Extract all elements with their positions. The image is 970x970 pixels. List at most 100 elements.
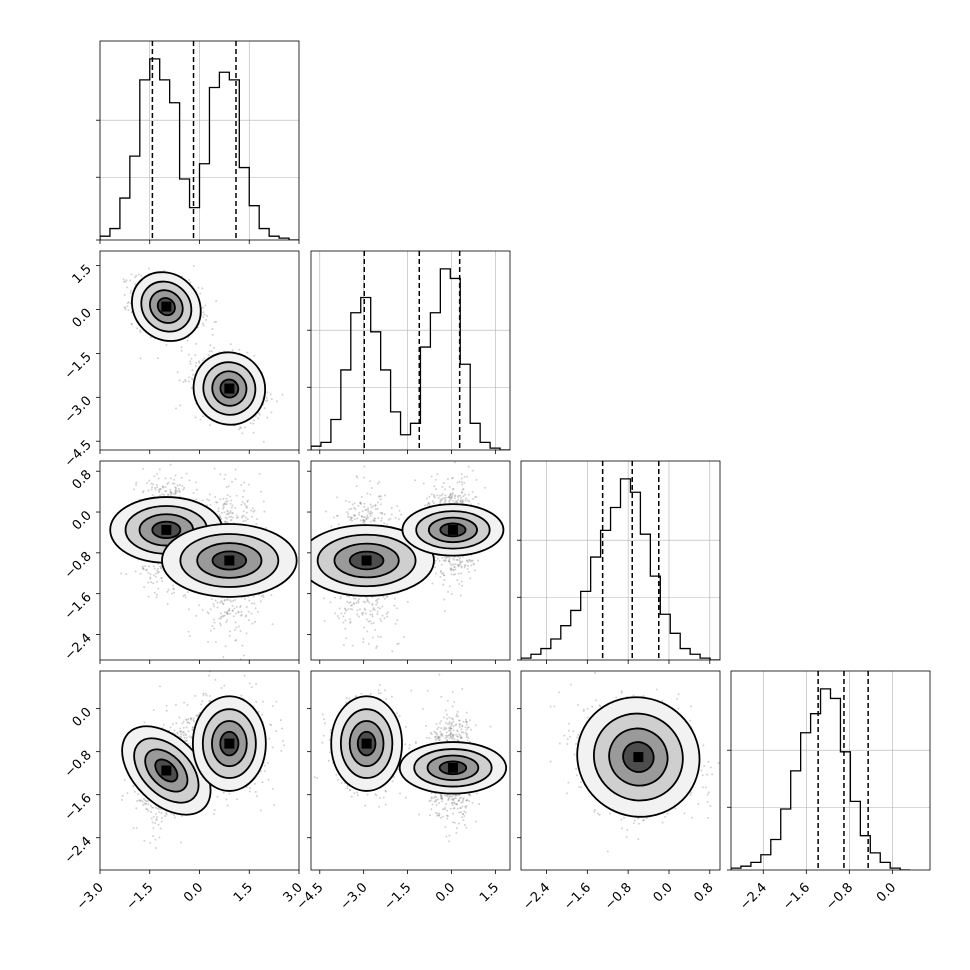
scatter-point — [450, 497, 453, 500]
scatter-point — [348, 508, 351, 511]
scatter-point — [195, 488, 198, 491]
scatter-point — [239, 630, 242, 633]
scatter-point — [211, 625, 214, 628]
scatter-point — [369, 620, 372, 623]
scatter-point — [169, 490, 172, 493]
scatter-point — [342, 621, 345, 624]
scatter-point — [243, 481, 246, 484]
scatter-point — [357, 504, 360, 507]
scatter-point — [161, 493, 164, 496]
scatter-point — [139, 331, 142, 334]
scatter-point — [226, 494, 229, 497]
scatter-point — [244, 504, 247, 507]
scatter-point — [219, 601, 222, 604]
scatter-point — [380, 503, 383, 506]
scatter-point — [365, 618, 368, 621]
scatter-point — [381, 614, 384, 617]
scatter-point — [386, 523, 389, 526]
scatter-point — [467, 493, 470, 496]
scatter-point — [123, 293, 126, 296]
scatter-point — [220, 517, 223, 520]
scatter-point — [220, 617, 223, 620]
scatter-point — [237, 611, 240, 614]
scatter-point — [199, 292, 202, 295]
scatter-point — [213, 621, 216, 624]
scatter-point — [148, 267, 151, 270]
scatter-point — [204, 318, 207, 321]
scatter-point — [414, 479, 417, 482]
scatter-point — [358, 608, 361, 611]
scatter-point — [366, 492, 369, 495]
scatter-point — [362, 640, 365, 643]
scatter-point — [229, 511, 232, 514]
scatter-point — [237, 516, 240, 519]
scatter-point — [141, 566, 144, 569]
scatter-point — [357, 513, 360, 516]
scatter-point — [357, 601, 360, 604]
scatter-point — [362, 519, 365, 522]
scatter-point — [330, 525, 333, 528]
scatter-point — [441, 497, 444, 500]
scatter-point — [262, 594, 265, 597]
scatter-point — [379, 607, 382, 610]
scatter-point — [195, 498, 198, 501]
scatter-point — [345, 609, 348, 612]
scatter-point — [355, 601, 358, 604]
scatter-point — [209, 344, 212, 347]
scatter-point — [263, 510, 266, 513]
scatter-point — [422, 482, 425, 485]
scatter-point — [157, 563, 160, 566]
scatter-point — [162, 493, 165, 496]
scatter-point — [212, 346, 215, 349]
scatter-point — [349, 519, 352, 522]
scatter-point — [465, 559, 468, 562]
scatter-point — [351, 644, 354, 647]
scatter-point — [232, 664, 234, 666]
scatter-point — [153, 567, 156, 570]
scatter-point — [393, 604, 396, 607]
scatter-point — [219, 624, 222, 627]
scatter-point — [147, 571, 150, 574]
scatter-point — [176, 458, 178, 460]
scatter-point — [213, 321, 216, 324]
scatter-point — [154, 486, 157, 489]
scatter-point — [235, 514, 238, 517]
scatter-point — [220, 615, 223, 618]
scatter-point — [385, 612, 388, 615]
scatter-point — [178, 491, 181, 494]
scatter-point — [222, 497, 225, 500]
scatter-point — [124, 308, 127, 311]
scatter-point — [378, 495, 381, 498]
scatter-point — [125, 279, 128, 282]
scatter-point — [166, 482, 169, 485]
scatter-point — [348, 500, 351, 503]
scatter-point — [214, 495, 217, 498]
scatter-point — [448, 556, 451, 559]
scatter-point — [223, 502, 226, 505]
scatter-point — [178, 489, 181, 492]
scatter-point — [383, 494, 386, 497]
scatter-point — [356, 613, 359, 616]
scatter-point — [155, 572, 158, 575]
scatter-point — [156, 357, 159, 360]
scatter-point — [235, 605, 238, 608]
scatter-point — [374, 599, 377, 602]
scatter-point — [233, 607, 236, 610]
scatter-point — [239, 614, 242, 617]
scatter-point — [222, 504, 225, 507]
scatter-point — [362, 516, 365, 519]
scatter-point — [373, 519, 376, 522]
scatter-point — [198, 361, 201, 364]
scatter-point — [167, 481, 170, 484]
scatter-point — [148, 459, 150, 461]
scatter-point — [173, 478, 176, 481]
scatter-point — [371, 603, 374, 606]
scatter-point — [369, 520, 372, 523]
scatter-point — [241, 515, 244, 518]
scatter-point — [259, 600, 262, 603]
scatter-point — [223, 599, 226, 602]
scatter-point — [383, 522, 386, 525]
scatter-point — [223, 611, 226, 614]
scatter-point — [447, 590, 450, 593]
scatter-point — [218, 514, 221, 517]
